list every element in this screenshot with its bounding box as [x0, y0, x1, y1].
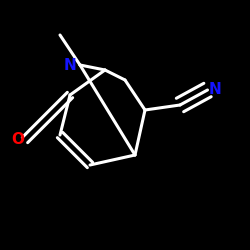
Text: N: N [208, 82, 222, 98]
Text: N: N [64, 58, 76, 72]
Text: O: O [11, 132, 24, 148]
